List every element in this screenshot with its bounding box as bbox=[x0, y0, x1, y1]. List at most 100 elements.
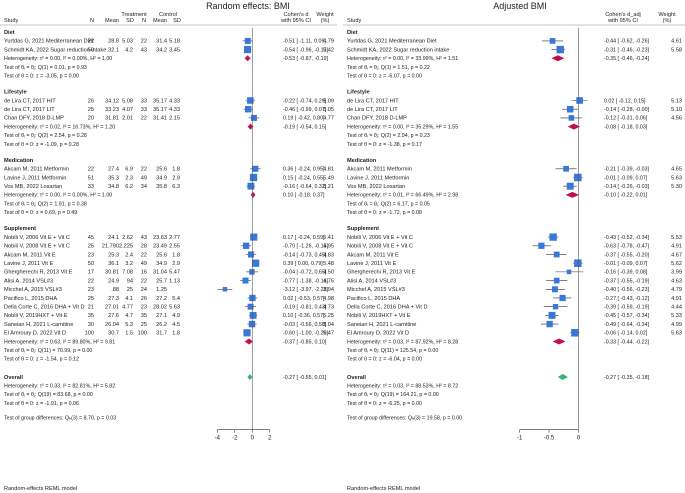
study-name: Micchel A, 2015 VSL#3 bbox=[4, 287, 62, 293]
group-heterogeneity-adj: Heterogeneity: τ² = 0.00, I² = 35.29%, H… bbox=[347, 124, 458, 130]
right-study-square bbox=[551, 286, 558, 293]
study-name-adj: Saneian H, 2021 L-carnitine bbox=[347, 322, 416, 328]
right-x-tick-label: 0 bbox=[577, 436, 581, 442]
study-name-adj: de Lira CT, 2017 LIT bbox=[347, 107, 398, 113]
weight: 4.81 bbox=[323, 167, 334, 173]
group-title: Lifestyle bbox=[4, 90, 27, 96]
weight: 4.77 bbox=[323, 116, 334, 122]
right-study-square bbox=[566, 105, 574, 113]
weight: 5.25 bbox=[323, 313, 334, 319]
control-n: 100 bbox=[138, 331, 147, 337]
header-treatment-mean: Mean bbox=[105, 18, 119, 24]
study-name-adj: Pacifico L, 2015 DHA bbox=[347, 296, 400, 302]
weight: 5.49 bbox=[323, 175, 334, 181]
control-n: 28 bbox=[141, 244, 147, 250]
group-effect-ci: -0.37 [ -0.85, 0.10] bbox=[283, 339, 327, 345]
effect-ci: -0.14 [ -0.73, 0.45] bbox=[283, 252, 327, 258]
effect-ci: -0.19 [ -0.81, 0.43] bbox=[283, 304, 327, 310]
left-study-square bbox=[243, 46, 252, 54]
study-name: Chan DFY, 2018 D-LMP bbox=[4, 116, 64, 122]
overall-title: Overall bbox=[4, 375, 23, 381]
control-sd: 1.8 bbox=[172, 167, 180, 173]
weight: 4.95 bbox=[323, 244, 334, 250]
group-theta-test: Test of θᵢ = θⱼ: Q(2) = 2.54, p = 0.28 bbox=[4, 133, 87, 139]
treatment-sd: 5.03 bbox=[122, 39, 133, 45]
overall-zero-test-adj: Test of θ = 0: z = -6.25, p = 0.00 bbox=[347, 401, 422, 407]
right-study-square bbox=[556, 45, 564, 54]
header-treatment: Treatment bbox=[121, 12, 147, 18]
header-weight-unit: (%) bbox=[321, 18, 330, 24]
effect-ci-adj: -0.49 [ -0.64, -0.34] bbox=[604, 322, 650, 328]
group-heterogeneity: Heterogeneity: τ² = 0.00, I² = 0.00%, H²… bbox=[4, 193, 112, 199]
header-effect: Cohen's d bbox=[283, 12, 308, 18]
left-study-square bbox=[222, 287, 228, 292]
study-name-adj: de Lira CT, 2017 HIT bbox=[347, 98, 399, 104]
study-name: Schmidt KA, 2022 Sugar reduction intake bbox=[4, 47, 106, 53]
weight-adj: 5.30 bbox=[671, 184, 682, 190]
weight: 4.75 bbox=[323, 278, 334, 284]
treatment-sd: 3.2 bbox=[125, 261, 133, 267]
study-name-adj: Nobili V, 2006 Vit E + Vit C bbox=[347, 235, 413, 241]
left-study-square bbox=[242, 277, 249, 284]
treatment-n: 23 bbox=[88, 252, 94, 258]
effect-ci: -0.04 [ -0.72, 0.65] bbox=[283, 270, 327, 276]
study-name: Vos MB, 2022 Losartan bbox=[4, 184, 62, 190]
right-study-square bbox=[563, 165, 569, 172]
treatment-sd: 6.2 bbox=[125, 184, 133, 190]
treatment-sd: 2.4 bbox=[125, 252, 133, 258]
treatment-n: 20 bbox=[88, 116, 94, 122]
right-summary-diamond bbox=[565, 191, 580, 198]
treatment-mean: 26.04 bbox=[105, 322, 119, 328]
control-sd: 1.8 bbox=[172, 331, 180, 337]
treatment-sd: 2.225 bbox=[119, 244, 133, 250]
study-name: Saneian H, 2021 L-carnitine bbox=[4, 322, 73, 328]
effect-ci-adj: -0.01 [ -0.09, 0.07] bbox=[604, 175, 648, 181]
weight-adj: 5.13 bbox=[671, 98, 682, 104]
control-mean: 25.6 bbox=[156, 252, 167, 258]
effect-ci-adj: -0.37 [ -0.55, -0.20] bbox=[604, 252, 650, 258]
left-study-square bbox=[249, 311, 257, 319]
weight-adj: 5.53 bbox=[671, 235, 682, 241]
weight-adj: 4.61 bbox=[671, 39, 682, 45]
treatment-mean: .88 bbox=[111, 287, 119, 293]
left-study-square bbox=[244, 105, 252, 113]
left-study-square bbox=[247, 303, 254, 310]
effect-ci: -0.46 [ -0.99, 0.07] bbox=[283, 107, 327, 113]
control-mean: 23.49 bbox=[153, 244, 167, 250]
left-study-square bbox=[249, 269, 255, 275]
header-treatment-n: N bbox=[90, 18, 94, 24]
treatment-mean: 33.23 bbox=[105, 107, 119, 113]
treatment-mean: 36.1 bbox=[108, 261, 119, 267]
effect-ci: -0.70 [ -1.26, -0.15] bbox=[283, 244, 329, 250]
left-summary-diamond bbox=[244, 338, 254, 345]
effect-ci: -3.12 [ -3.97, -2.28] bbox=[283, 287, 329, 293]
left-summary-diamond bbox=[250, 191, 256, 198]
control-sd: 5.63 bbox=[169, 304, 180, 310]
effect-ci-adj: -0.44 [ -0.62, -0.26] bbox=[604, 39, 650, 45]
control-n: 35 bbox=[141, 313, 147, 319]
left-summary-diamond bbox=[247, 123, 254, 130]
weight-adj: 4.65 bbox=[671, 167, 682, 173]
weight-adj: 4.56 bbox=[671, 116, 682, 122]
control-n: 22 bbox=[141, 116, 147, 122]
group-title-adj: Lifestyle bbox=[347, 90, 370, 96]
header-control: Control bbox=[159, 12, 177, 18]
treatment-n: 25 bbox=[88, 296, 94, 302]
effect-ci-adj: -0.14 [ -0.28, -0.00] bbox=[604, 107, 650, 113]
study-name-adj: Akcam M, 2011 Vit E bbox=[347, 252, 399, 258]
study-name-adj: Ghergherechi R, 2013 Vit E bbox=[347, 270, 416, 276]
left-study-square bbox=[250, 233, 258, 241]
effect-ci-adj: -0.14 [ -0.26, -0.03] bbox=[604, 184, 650, 190]
study-name-adj: Chan DFY, 2018 D-LMP bbox=[347, 116, 407, 122]
group-effect-ci-adj: -0.35 [ -0.46, -0.24] bbox=[604, 56, 650, 62]
header-weight: Weight bbox=[316, 12, 334, 18]
group-title: Supplement bbox=[4, 226, 36, 232]
study-name: Nobili V, 2006 Vit E + Vit C bbox=[4, 235, 70, 241]
group-theta-test: Test of θᵢ = θⱼ: Q(1) = 0.01, p = 0.93 bbox=[4, 65, 87, 71]
effect-ci: 0.10 [ -0.36, 0.57] bbox=[283, 313, 325, 319]
group-title: Diet bbox=[4, 30, 15, 36]
treatment-n: 35 bbox=[88, 313, 94, 319]
study-name: Lavine J, 2011 Metformin bbox=[4, 175, 66, 181]
study-name-adj: Della Corte C, 2016 DHA + Vit D bbox=[347, 304, 428, 310]
